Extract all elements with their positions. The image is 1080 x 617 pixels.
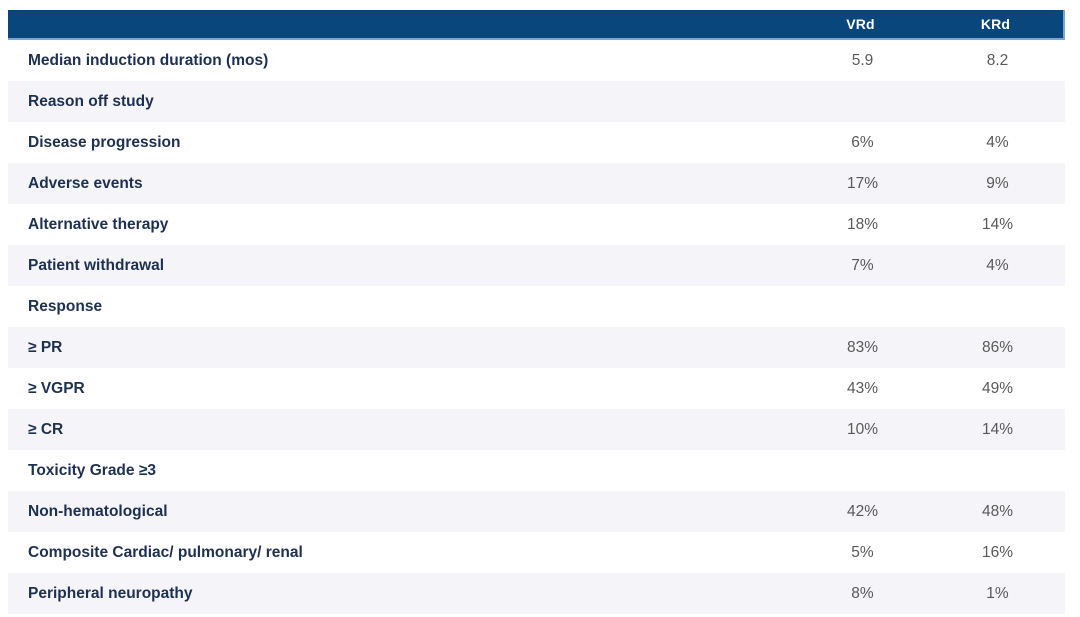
row-label: Reason off study — [28, 92, 154, 110]
krd-value: 8.2 — [986, 51, 1009, 69]
row-label: Non-hematological — [28, 502, 168, 520]
row-label: Disease progression — [28, 133, 181, 151]
table-row: ≥ CR 10% 14% — [8, 409, 1065, 450]
row-label: Alternative therapy — [28, 215, 169, 233]
row-label: Patient withdrawal — [28, 256, 165, 274]
krd-value: 9% — [986, 174, 1009, 192]
krd-value: 4% — [986, 133, 1009, 151]
row-label: Median induction duration (mos) — [28, 51, 269, 69]
section-header-row: Reason off study — [8, 81, 1065, 122]
krd-value: 16% — [981, 543, 1014, 561]
comparison-table: VRd KRd Median induction duration (mos) 5… — [8, 10, 1065, 614]
row-label: ≥ CR — [28, 420, 64, 438]
vrd-value: 7% — [851, 256, 874, 274]
table-header-row: VRd KRd — [8, 10, 1065, 40]
section-header-row: Response — [8, 286, 1065, 327]
row-label: ≥ PR — [28, 338, 63, 356]
vrd-value: 43% — [846, 379, 879, 397]
table-row: ≥ VGPR 43% 49% — [8, 368, 1065, 409]
krd-value: 86% — [981, 338, 1014, 356]
column-header-vrd: VRd — [846, 16, 875, 32]
row-label: Toxicity Grade ≥3 — [28, 461, 156, 479]
krd-value: 4% — [986, 256, 1009, 274]
table-row: ≥ PR 83% 86% — [8, 327, 1065, 368]
vrd-value: 5.9 — [851, 51, 874, 69]
row-label: ≥ VGPR — [28, 379, 85, 397]
table-row: Adverse events 17% 9% — [8, 163, 1065, 204]
table-body: Median induction duration (mos) 5.9 8.2 Rea… — [8, 40, 1065, 614]
table-row: Median induction duration (mos) 5.9 8.2 — [8, 40, 1065, 81]
krd-value: 14% — [981, 215, 1014, 233]
row-label: Composite Cardiac/ pulmonary/ renal — [28, 543, 303, 561]
table-row: Disease progression 6% 4% — [8, 122, 1065, 163]
section-header-row: Toxicity Grade ≥3 — [8, 450, 1065, 491]
vrd-value: 6% — [851, 133, 874, 151]
vrd-value: 5% — [851, 543, 874, 561]
krd-value: 1% — [986, 584, 1009, 602]
vrd-value: 18% — [846, 215, 879, 233]
row-label: Response — [28, 297, 103, 315]
table-row: Alternative therapy 18% 14% — [8, 204, 1065, 245]
table-row: Peripheral neuropathy 8% 1% — [8, 573, 1065, 614]
row-label: Peripheral neuropathy — [28, 584, 193, 602]
vrd-value: 17% — [846, 174, 879, 192]
vrd-value: 8% — [851, 584, 874, 602]
table-row: Patient withdrawal 7% 4% — [8, 245, 1065, 286]
krd-value: 49% — [981, 379, 1014, 397]
table-row: Composite Cardiac/ pulmonary/ renal 5% 16% — [8, 532, 1065, 573]
column-header-krd: KRd — [980, 16, 1011, 32]
krd-value: 14% — [981, 420, 1014, 438]
row-label: Adverse events — [28, 174, 143, 192]
vrd-value: 42% — [846, 502, 879, 520]
table-row: Non-hematological 42% 48% — [8, 491, 1065, 532]
krd-value: 48% — [981, 502, 1014, 520]
vrd-value: 10% — [846, 420, 879, 438]
vrd-value: 83% — [846, 338, 879, 356]
